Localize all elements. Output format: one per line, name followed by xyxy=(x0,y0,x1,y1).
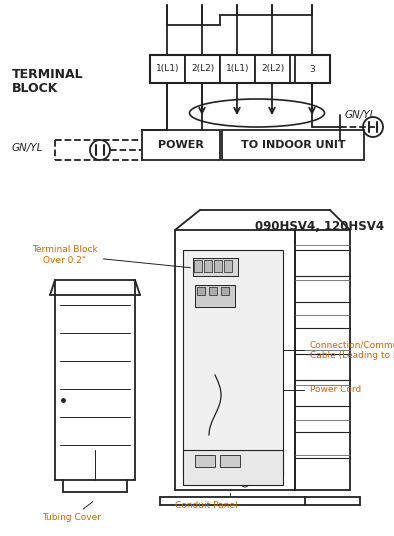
Bar xyxy=(197,287,205,295)
Text: GN/YL: GN/YL xyxy=(12,143,43,153)
Text: 2(L2): 2(L2) xyxy=(261,64,284,73)
Text: 090HSV4, 120HSV4: 090HSV4, 120HSV4 xyxy=(255,220,384,233)
Text: 3: 3 xyxy=(310,64,315,73)
Bar xyxy=(221,287,229,295)
Text: 1(L1): 1(L1) xyxy=(226,64,249,73)
Bar xyxy=(295,55,330,83)
Bar xyxy=(183,250,283,475)
Text: TERMINAL: TERMINAL xyxy=(12,68,84,81)
Bar xyxy=(255,55,290,83)
Text: Tubing Cover: Tubing Cover xyxy=(42,502,101,523)
Bar xyxy=(183,450,283,485)
Text: BLOCK: BLOCK xyxy=(12,82,58,95)
Bar xyxy=(195,455,215,467)
Bar xyxy=(150,55,185,83)
Text: Terminal Block
Over 0.2": Terminal Block Over 0.2" xyxy=(32,245,190,267)
Text: Conduit Panel: Conduit Panel xyxy=(175,493,238,510)
Bar xyxy=(220,55,255,83)
Bar xyxy=(193,258,238,276)
Text: 2(L2): 2(L2) xyxy=(191,64,214,73)
Text: TO INDOOR UNIT: TO INDOOR UNIT xyxy=(241,140,345,150)
Bar xyxy=(222,130,364,160)
Text: Connection/Communication
Cable (Leading to Indoor Unit): Connection/Communication Cable (Leading … xyxy=(283,340,394,360)
Bar xyxy=(142,130,220,160)
Text: 1(L1): 1(L1) xyxy=(156,64,179,73)
Text: POWER: POWER xyxy=(158,140,204,150)
Bar xyxy=(195,285,235,307)
Bar xyxy=(224,260,232,272)
Bar xyxy=(185,55,220,83)
Text: Power Cord: Power Cord xyxy=(283,385,361,397)
Bar xyxy=(209,287,217,295)
Bar xyxy=(214,260,222,272)
Bar xyxy=(194,260,202,272)
Text: GN/YL: GN/YL xyxy=(345,110,376,120)
Bar xyxy=(220,455,240,467)
Bar xyxy=(204,260,212,272)
Bar xyxy=(150,55,330,83)
